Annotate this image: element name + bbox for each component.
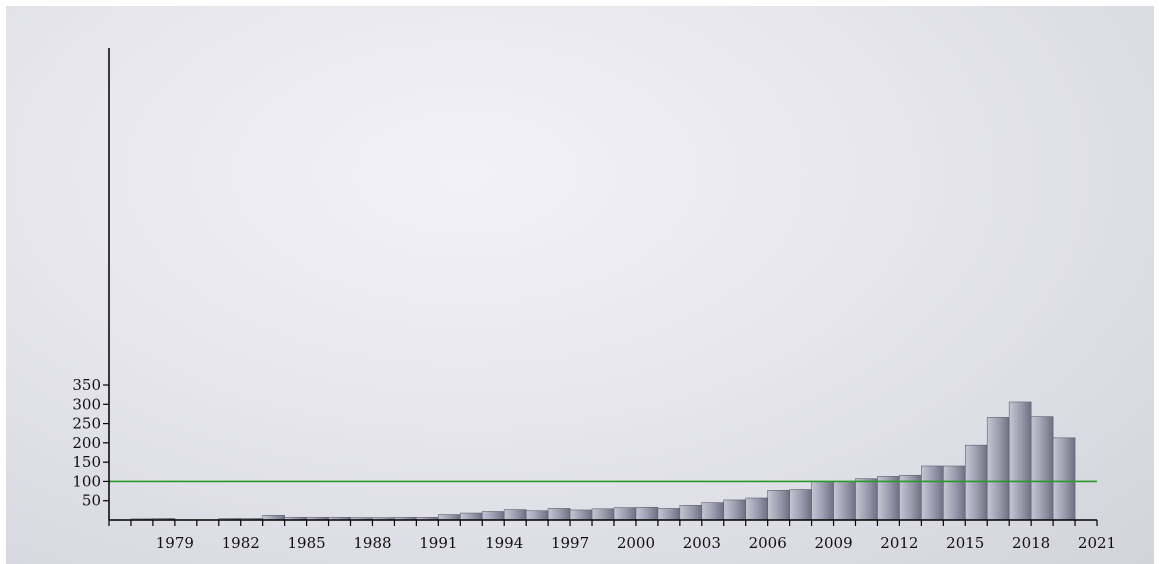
bar-2009 — [811, 481, 834, 521]
bar-1995 — [503, 509, 527, 521]
bar-2020 — [1052, 437, 1076, 521]
x-tick-label-2018: 2018 — [1012, 534, 1050, 552]
bars-layer — [130, 401, 1076, 521]
bar-2001 — [635, 506, 659, 521]
y-tick-label-250: 250 — [72, 415, 101, 433]
y-tick-label-50: 50 — [82, 492, 101, 510]
bar-2003 — [679, 505, 703, 521]
bar-2018 — [1008, 401, 1032, 521]
bar-1992 — [438, 514, 461, 521]
x-tick-label-1985: 1985 — [288, 534, 326, 552]
bar-2017 — [986, 417, 1010, 521]
x-tick-label-2012: 2012 — [880, 534, 918, 552]
y-tick-label-100: 100 — [72, 472, 101, 490]
bar-2011 — [855, 478, 878, 521]
bar-2016 — [964, 444, 988, 521]
y-tick-label-300: 300 — [72, 395, 101, 413]
x-tick-label-2021: 2021 — [1078, 534, 1116, 552]
y-tick-label-200: 200 — [72, 434, 101, 452]
x-tick-label-2009: 2009 — [814, 534, 852, 552]
x-tick-label-1994: 1994 — [485, 534, 523, 552]
bar-2006 — [745, 497, 768, 521]
x-tick-label-2006: 2006 — [749, 534, 787, 552]
bar-1996 — [525, 510, 549, 521]
bar-2014 — [921, 465, 944, 521]
bar-2008 — [789, 489, 812, 521]
bar-2012 — [877, 476, 900, 521]
x-tick-label-2015: 2015 — [946, 534, 984, 552]
x-tick-label-2003: 2003 — [683, 534, 721, 552]
bar-2002 — [657, 508, 681, 521]
x-tick-label-2000: 2000 — [617, 534, 655, 552]
x-tick-label-1979: 1979 — [156, 534, 194, 552]
bar-1993 — [459, 512, 483, 521]
chart-panel: 50 100 150 200 250 300 350 1979 1982 1985 1988 1991… — [6, 6, 1154, 564]
y-tick-label-350: 350 — [72, 376, 101, 394]
x-tick-label-1991: 1991 — [419, 534, 457, 552]
bar-1997 — [547, 508, 571, 521]
bar-1999 — [591, 508, 615, 521]
x-tick-label-1997: 1997 — [551, 534, 589, 552]
bar-1994 — [481, 511, 505, 521]
bar-2005 — [723, 499, 747, 521]
bar-2015 — [943, 465, 966, 521]
bar-2019 — [1030, 416, 1054, 521]
bar-2000 — [613, 507, 637, 521]
x-tick-label-1988: 1988 — [353, 534, 391, 552]
bar-2004 — [701, 502, 725, 521]
bar-1998 — [569, 509, 593, 521]
bar-2007 — [767, 489, 790, 521]
bar-2010 — [833, 481, 856, 521]
x-tick-label-1982: 1982 — [222, 534, 260, 552]
y-tick-label-150: 150 — [72, 453, 101, 471]
